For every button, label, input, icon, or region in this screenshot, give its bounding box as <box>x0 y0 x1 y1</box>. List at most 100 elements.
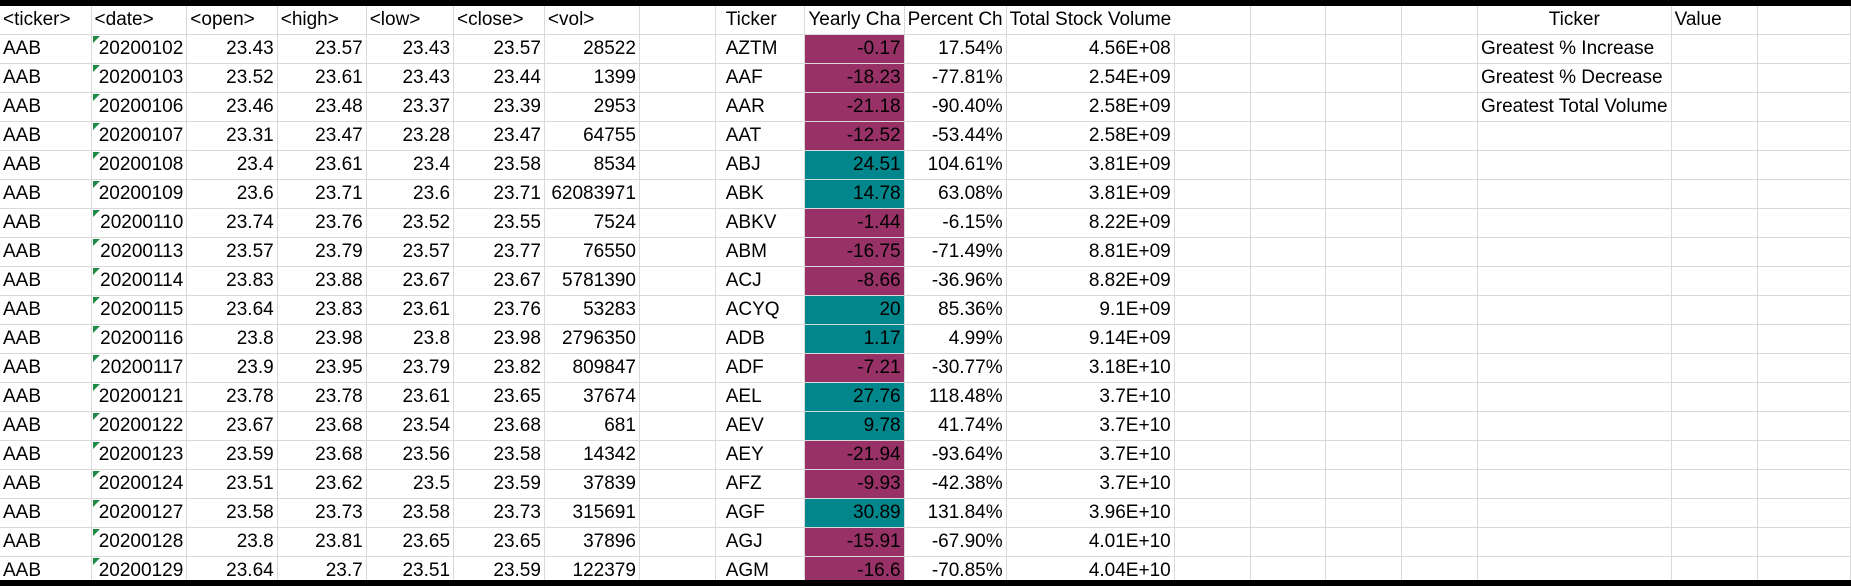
cell-low[interactable]: 23.51 <box>366 556 455 580</box>
cell-high[interactable]: 23.71 <box>277 179 367 209</box>
summary-cell-total-volume[interactable]: 8.82E+09 <box>1006 266 1175 296</box>
cell-vol[interactable]: 8534 <box>544 150 640 180</box>
empty-cell[interactable] <box>1174 324 1251 354</box>
empty-cell[interactable] <box>1250 208 1327 238</box>
greatest-label[interactable]: Greatest Total Volume <box>1477 92 1672 122</box>
cell-vol[interactable]: 76550 <box>544 237 640 267</box>
empty-cell[interactable] <box>639 411 716 441</box>
summary-cell-yearly-change[interactable]: -18.23 <box>804 63 905 93</box>
empty-cell[interactable] <box>1325 121 1403 151</box>
cell-low[interactable]: 23.61 <box>366 295 455 325</box>
summary-cell-total-volume[interactable]: 2.54E+09 <box>1006 63 1175 93</box>
summary-cell-yearly-change[interactable]: -7.21 <box>804 353 905 383</box>
cell-date[interactable]: 20200110 <box>91 208 188 238</box>
cell-date[interactable]: 20200108 <box>91 150 188 180</box>
empty-cell[interactable] <box>1477 266 1672 296</box>
summary-cell-ticker[interactable]: AGM <box>715 556 806 580</box>
greatest-header-value[interactable]: Value <box>1671 6 1759 35</box>
cell-ticker[interactable]: AAB <box>0 208 92 238</box>
cell-close[interactable]: 23.98 <box>453 324 545 354</box>
empty-cell[interactable] <box>1174 121 1251 151</box>
cell-high[interactable]: 23.83 <box>277 295 367 325</box>
empty-cell[interactable] <box>1671 527 1759 557</box>
empty-cell[interactable] <box>1174 63 1251 93</box>
empty-cell[interactable] <box>1250 237 1327 267</box>
cell-close[interactable]: 23.58 <box>453 150 545 180</box>
cell-ticker[interactable]: AAB <box>0 92 92 122</box>
empty-cell[interactable] <box>1174 469 1251 499</box>
empty-cell[interactable] <box>1325 266 1403 296</box>
summary-cell-yearly-change[interactable]: 27.76 <box>804 382 905 412</box>
empty-cell[interactable] <box>1174 92 1251 122</box>
summary-header-total-volume[interactable]: Total Stock Volume <box>1006 6 1175 35</box>
cell-date[interactable]: 20200116 <box>91 324 188 354</box>
empty-cell[interactable] <box>1671 469 1759 499</box>
header-cell-high[interactable]: <high> <box>277 6 367 35</box>
cell-open[interactable]: 23.74 <box>186 208 278 238</box>
cell-vol[interactable]: 2796350 <box>544 324 640 354</box>
header-cell-ticker[interactable]: <ticker> <box>0 6 92 35</box>
empty-cell[interactable] <box>1250 34 1327 64</box>
summary-header-ticker[interactable]: Ticker <box>715 6 806 35</box>
summary-cell-ticker[interactable]: ABKV <box>715 208 806 238</box>
empty-cell[interactable] <box>1250 6 1327 35</box>
empty-cell[interactable] <box>1671 121 1759 151</box>
empty-cell[interactable] <box>1325 353 1403 383</box>
empty-cell[interactable] <box>1671 237 1759 267</box>
empty-cell[interactable] <box>1401 121 1478 151</box>
cell-ticker[interactable]: AAB <box>0 353 92 383</box>
cell-vol[interactable]: 53283 <box>544 295 640 325</box>
empty-cell[interactable] <box>1477 411 1672 441</box>
empty-cell[interactable] <box>1401 498 1478 528</box>
empty-cell[interactable] <box>1671 266 1759 296</box>
cell-open[interactable]: 23.9 <box>186 353 278 383</box>
cell-close[interactable]: 23.58 <box>453 440 545 470</box>
empty-cell[interactable] <box>1325 324 1403 354</box>
summary-cell-yearly-change[interactable]: 14.78 <box>804 179 905 209</box>
empty-cell[interactable] <box>1757 382 1851 412</box>
empty-cell[interactable] <box>639 150 716 180</box>
empty-cell[interactable] <box>639 266 716 296</box>
empty-cell[interactable] <box>1671 498 1759 528</box>
cell-high[interactable]: 23.79 <box>277 237 367 267</box>
empty-cell[interactable] <box>1250 179 1327 209</box>
summary-cell-yearly-change[interactable]: -1.44 <box>804 208 905 238</box>
empty-cell[interactable] <box>1401 237 1478 267</box>
empty-cell[interactable] <box>1325 527 1403 557</box>
empty-cell[interactable] <box>1757 179 1851 209</box>
summary-cell-yearly-change[interactable]: -21.18 <box>804 92 905 122</box>
empty-cell[interactable] <box>1401 382 1478 412</box>
empty-cell[interactable] <box>1757 92 1851 122</box>
cell-high[interactable]: 23.48 <box>277 92 367 122</box>
summary-cell-ticker[interactable]: AAR <box>715 92 806 122</box>
empty-cell[interactable] <box>1477 469 1672 499</box>
cell-date[interactable]: 20200123 <box>91 440 188 470</box>
cell-ticker[interactable]: AAB <box>0 411 92 441</box>
cell-ticker[interactable]: AAB <box>0 469 92 499</box>
empty-cell[interactable] <box>1757 150 1851 180</box>
empty-cell[interactable] <box>1477 527 1672 557</box>
summary-cell-yearly-change[interactable]: -15.91 <box>804 527 905 557</box>
empty-cell[interactable] <box>1477 121 1672 151</box>
summary-cell-ticker[interactable]: ABJ <box>715 150 806 180</box>
empty-cell[interactable] <box>1477 556 1672 580</box>
cell-open[interactable]: 23.58 <box>186 498 278 528</box>
empty-cell[interactable] <box>1174 382 1251 412</box>
cell-high[interactable]: 23.68 <box>277 440 367 470</box>
empty-cell[interactable] <box>1325 63 1403 93</box>
summary-cell-percent-change[interactable]: 85.36% <box>904 295 1007 325</box>
summary-cell-total-volume[interactable]: 3.7E+10 <box>1006 411 1175 441</box>
cell-low[interactable]: 23.58 <box>366 498 455 528</box>
empty-cell[interactable] <box>1250 92 1327 122</box>
empty-cell[interactable] <box>1757 411 1851 441</box>
summary-cell-total-volume[interactable]: 3.7E+10 <box>1006 469 1175 499</box>
summary-cell-percent-change[interactable]: -67.90% <box>904 527 1007 557</box>
empty-cell[interactable] <box>1757 266 1851 296</box>
summary-cell-total-volume[interactable]: 8.81E+09 <box>1006 237 1175 267</box>
cell-open[interactable]: 23.4 <box>186 150 278 180</box>
empty-cell[interactable] <box>639 469 716 499</box>
empty-cell[interactable] <box>1325 6 1403 35</box>
cell-low[interactable]: 23.67 <box>366 266 455 296</box>
summary-cell-percent-change[interactable]: 131.84% <box>904 498 1007 528</box>
cell-date[interactable]: 20200106 <box>91 92 188 122</box>
